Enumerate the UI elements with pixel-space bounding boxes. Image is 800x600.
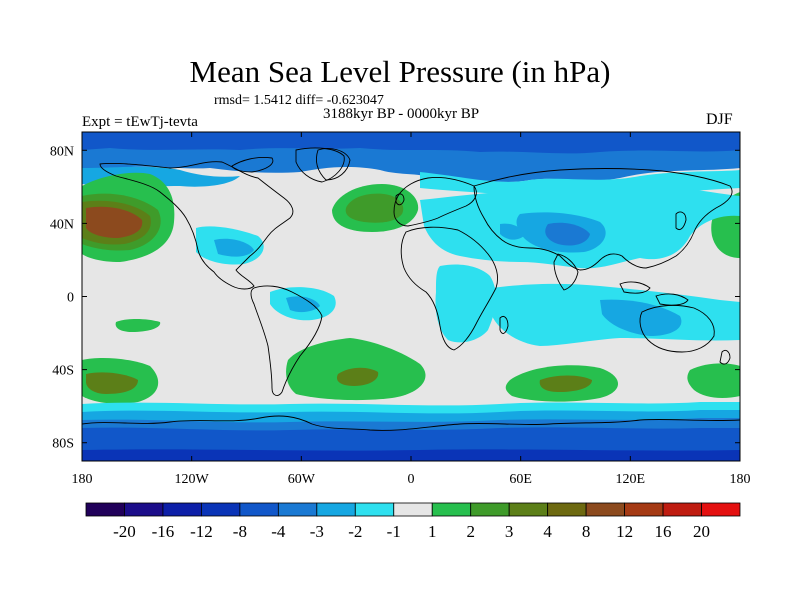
- colorbar-swatch: [316, 502, 356, 517]
- lat-tick-label: 40N: [50, 217, 74, 232]
- south-america-anomaly-core: [286, 296, 320, 313]
- lat-tick-label: 0: [67, 291, 74, 306]
- lon-tick-label: 180: [72, 472, 93, 487]
- colorbar-label: 16: [655, 522, 672, 541]
- colorbar: [85, 502, 741, 517]
- australia-anomaly: [600, 299, 682, 336]
- colorbar-swatch: [124, 502, 164, 517]
- tropical-pacific-high: [115, 319, 161, 332]
- colorbar-swatch: [162, 502, 202, 517]
- lon-tick-label: 120E: [616, 472, 646, 487]
- colorbar-label: 2: [466, 522, 475, 541]
- colorbar-label: -12: [190, 522, 213, 541]
- colorbar-label: -20: [113, 522, 136, 541]
- colorbar-swatch: [239, 502, 279, 517]
- period-label: 3188kyr BP - 0000kyr BP: [323, 106, 480, 122]
- colorbar-label: 20: [693, 522, 710, 541]
- colorbar-swatch: [85, 502, 125, 517]
- pressure-field: [82, 132, 740, 461]
- south-pacific-high-west-core: [86, 372, 138, 394]
- colorbar-swatch: [547, 502, 587, 517]
- latitude-axis: 80N 40N 0 40S 80S: [50, 144, 740, 452]
- lon-tick-label: 0: [408, 472, 415, 487]
- colorbar-swatch: [470, 502, 510, 517]
- experiment-label: Expt = tEwTj-tevta: [82, 114, 198, 130]
- colorbar-swatch: [624, 502, 664, 517]
- colorbar-swatch: [393, 502, 433, 517]
- south-indian-high-core: [539, 375, 592, 392]
- lon-tick-label: 60W: [288, 472, 316, 487]
- colorbar-label: 12: [616, 522, 633, 541]
- coastlines: [82, 147, 740, 431]
- lon-tick-label: 120W: [175, 472, 210, 487]
- season-label: DJF: [706, 111, 733, 128]
- longitude-axis: 180 120W 60W 0 60E 120E 180: [72, 132, 751, 487]
- colorbar-label: -3: [310, 522, 324, 541]
- colorbar-swatch: [201, 502, 241, 517]
- colorbar-swatch: [354, 502, 395, 517]
- colorbar-label: 4: [543, 522, 552, 541]
- colorbar-swatch: [508, 502, 549, 517]
- arctic-anomaly-strong: [82, 132, 740, 154]
- colorbar-label: -8: [233, 522, 247, 541]
- lon-tick-label: 180: [730, 472, 751, 487]
- colorbar-label: -16: [152, 522, 175, 541]
- stats-label: rmsd= 1.5412 diff= -0.623047: [214, 93, 384, 108]
- south-atlantic-high-core: [336, 367, 379, 386]
- colorbar-label: 8: [582, 522, 591, 541]
- colorbar-labels: -20 -16 -12 -8 -4 -3 -2 -1 1 2 3 4 8 12 16 20: [113, 522, 710, 541]
- south-pacific-high-east: [687, 363, 740, 398]
- colorbar-label: -2: [348, 522, 362, 541]
- lat-tick-label: 80S: [52, 437, 74, 452]
- tibet-anomaly-core: [545, 222, 590, 246]
- colorbar-label: -1: [387, 522, 401, 541]
- colorbar-swatch: [701, 502, 741, 517]
- colorbar-label: 1: [428, 522, 437, 541]
- colorbar-swatch: [662, 502, 702, 517]
- colorbar-swatch: [431, 502, 472, 517]
- colorbar-label: 3: [505, 522, 514, 541]
- north-pacific-high-core: [86, 206, 143, 238]
- map-title: Mean Sea Level Pressure (in hPa): [189, 54, 611, 89]
- colorbar-swatch: [585, 502, 625, 517]
- north-america-anomaly-core: [214, 238, 254, 257]
- north-atlantic-high-core: [345, 193, 404, 223]
- antarctic-anomaly-core: [82, 449, 740, 461]
- lat-tick-label: 80N: [50, 144, 74, 159]
- iran-anomaly: [500, 223, 524, 240]
- colorbar-label: -4: [271, 522, 286, 541]
- colorbar-swatch: [277, 502, 318, 517]
- lon-tick-label: 60E: [509, 472, 532, 487]
- africa-anomaly: [435, 264, 496, 343]
- lat-tick-label: 40S: [52, 364, 74, 379]
